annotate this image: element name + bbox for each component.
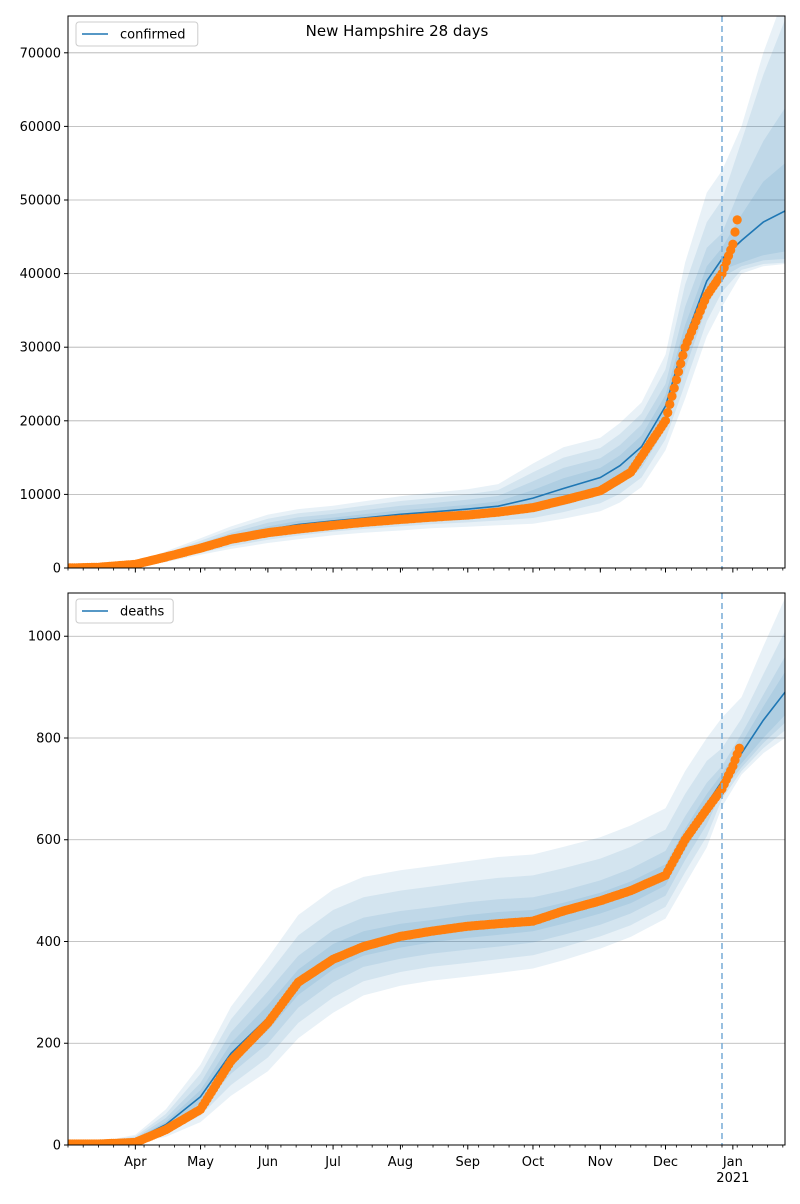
legend-box [75,598,174,624]
observed-series [68,743,745,1145]
y-tick-label: 600 [36,833,61,848]
axes-frame [67,15,786,569]
y-tick-label: 800 [36,731,61,746]
observed-point [671,375,682,385]
legend: deaths [75,598,174,624]
observed-point [660,416,671,426]
observed-point [673,367,684,377]
legend-box [75,21,199,47]
y-tick-label: 200 [36,1037,61,1052]
plot-area [68,598,785,1145]
observed-point [734,743,745,753]
y-tick-label: 20000 [20,414,61,429]
observed-point [676,359,686,369]
uncertainty-band [68,631,785,1145]
x-tick-label: May [187,1155,214,1170]
x-tick-label: Apr [124,1155,147,1170]
y-tick-label: 70000 [20,46,61,61]
x-tick-label: Aug [388,1155,413,1170]
x-tick-label: Jul [324,1155,341,1170]
legend-label: confirmed [120,28,186,43]
legend-label: deaths [120,605,165,620]
observed-series [68,215,742,568]
uncertainty-band [68,19,785,568]
y-tick-label: 50000 [20,194,61,209]
y-tick-label: 10000 [20,488,61,503]
legend: confirmed [75,21,199,47]
y-tick-label: 1000 [28,630,61,645]
x-tick-label: Jan [722,1155,743,1170]
axes-frame [67,592,786,1146]
uncertainty-band [68,163,785,568]
y-tick-label: 0 [53,562,61,577]
uncertainty-band [68,16,785,568]
y-tick-label: 400 [36,935,61,950]
x-tick-label: Dec [653,1155,678,1170]
observed-point [663,408,673,418]
uncertainty-band [68,656,785,1145]
observed-point [678,350,688,360]
observed-point [728,239,738,249]
observed-point [732,215,742,225]
observed-point [669,383,679,393]
observed-point [667,391,677,401]
observed-point [730,227,740,237]
x-tick-label: Oct [522,1155,544,1170]
uncertainty-band [68,598,785,1145]
y-tick-label: 40000 [20,267,61,282]
figure-title: New Hampshire 28 days [306,22,489,40]
x-tick-label: Sep [456,1155,481,1170]
plot-area [68,16,785,568]
observed-point [665,399,675,409]
confirmed-panel: 0 10000 20000 30000 40000 50000 60000 70000 conf… [20,15,786,577]
x-tick-label: Jun [257,1155,278,1170]
y-tick-label: 0 [53,1139,61,1154]
x-tick-sublabel: 2021 [716,1171,749,1186]
y-tick-label: 60000 [20,120,61,135]
deaths-panel: 0 200 400 600 800 1000 Apr May Jun Jul Aug Sep Oct No… [28,592,786,1186]
uncertainty-band [68,671,785,1145]
y-tick-label: 30000 [20,341,61,356]
x-tick-label: Nov [588,1155,614,1170]
